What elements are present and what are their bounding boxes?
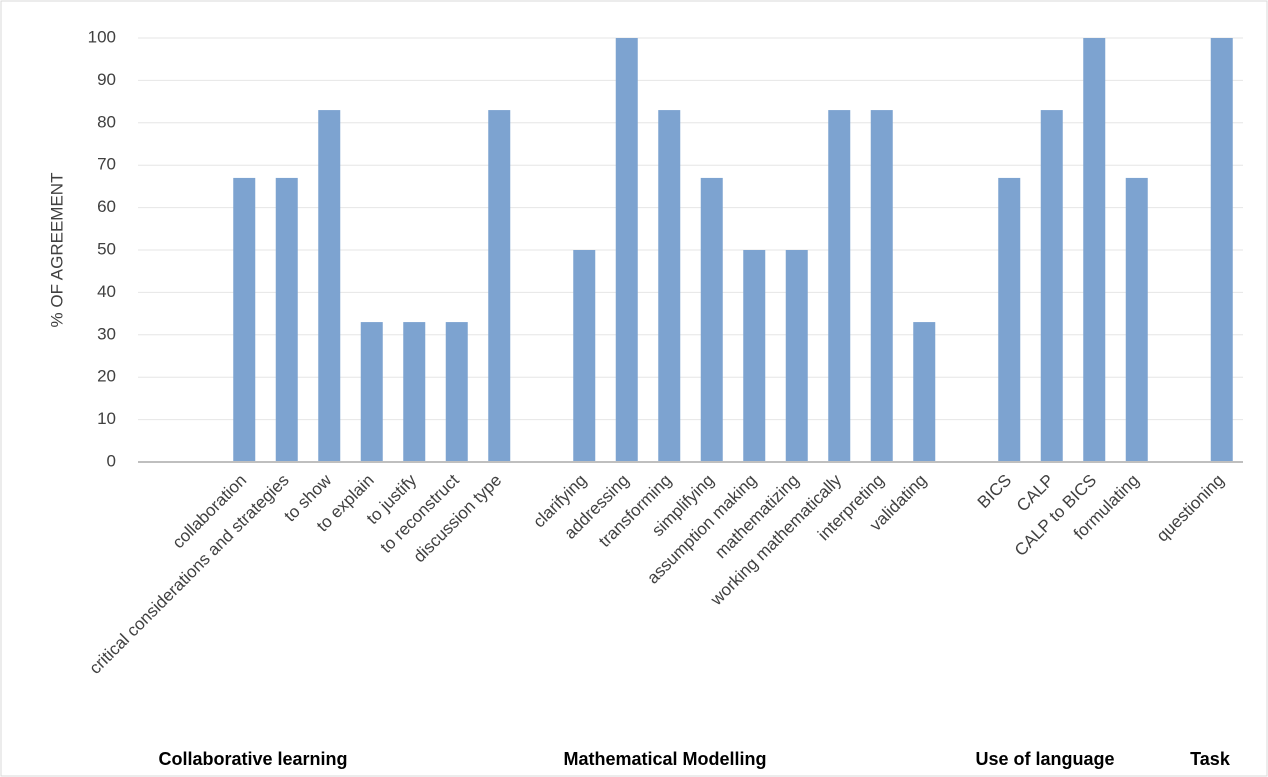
bar [1083,38,1106,462]
group-label: Mathematical Modelling [563,749,766,769]
group-label: Use of language [975,749,1114,769]
bar [573,250,596,462]
bar [998,177,1021,463]
bar [785,250,808,462]
bar [233,177,256,463]
y-tick-label: 50 [97,239,116,258]
y-tick-label: 80 [97,112,116,131]
bar [658,110,681,462]
y-axis-title: % OF AGREEMENT [47,173,66,328]
bar [913,322,936,462]
bar [615,38,638,462]
y-tick-label: 70 [97,155,116,174]
group-label: Collaborative learning [158,749,347,769]
bar [360,322,383,462]
bar [1125,177,1148,463]
y-tick-label: 90 [97,70,116,89]
bar [743,250,766,462]
y-tick-label: 20 [97,367,116,386]
y-tick-label: 40 [97,282,116,301]
y-tick-label: 60 [97,197,116,216]
bar [870,110,893,462]
y-tick-label: 10 [97,409,116,428]
y-tick-label: 0 [107,451,116,470]
bar [828,110,851,462]
bar [1210,38,1233,462]
y-tick-label: 100 [88,27,116,46]
bar [275,177,298,463]
bar [318,110,341,462]
bar [1040,110,1063,462]
y-tick-label: 30 [97,324,116,343]
group-label: Task [1190,749,1231,769]
bar [445,322,468,462]
bar [700,177,723,463]
bar [403,322,426,462]
bar [488,110,511,462]
